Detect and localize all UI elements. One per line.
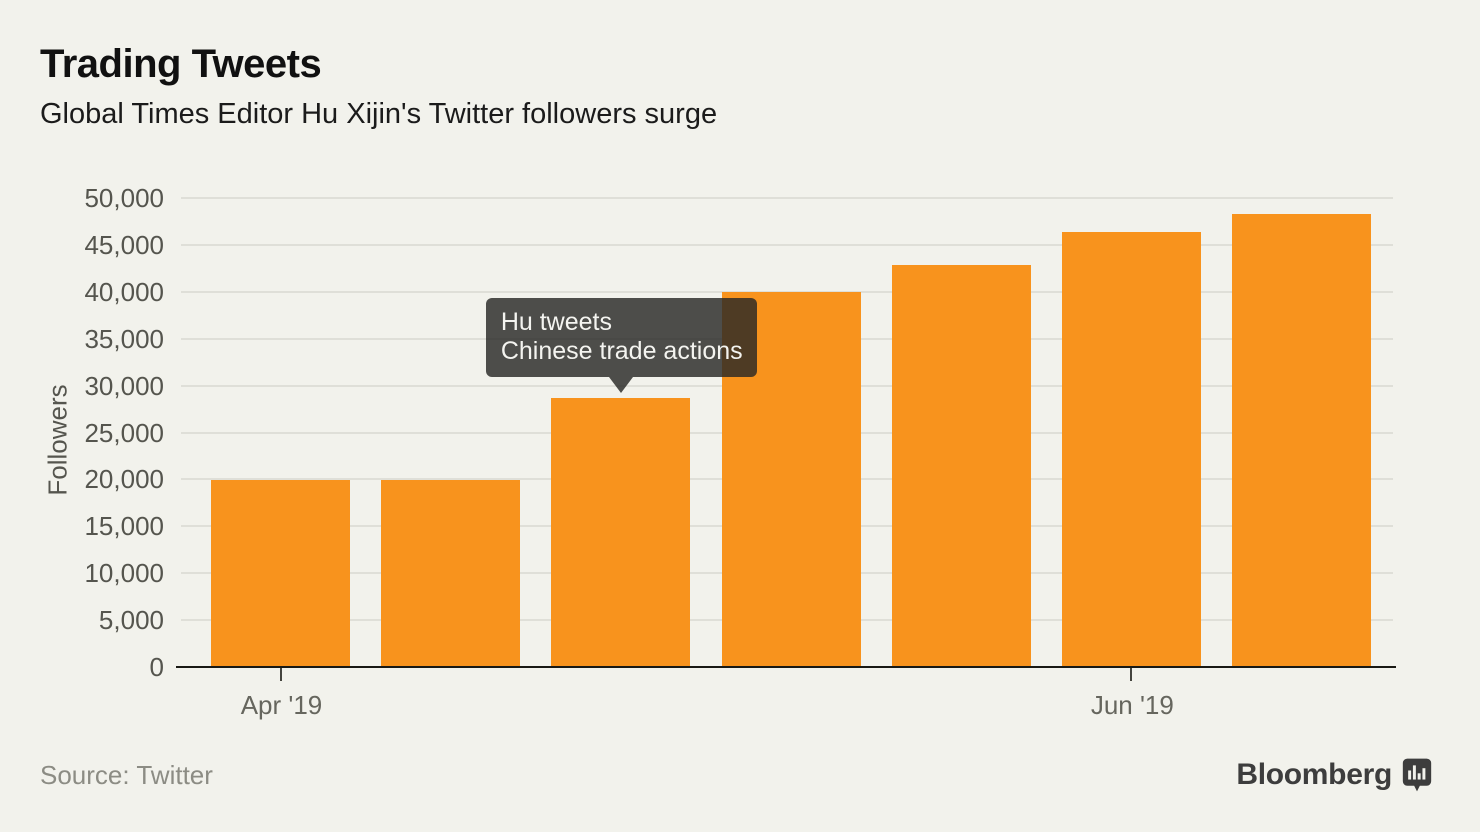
y-tick-label: 30,000	[84, 370, 164, 401]
bar	[381, 480, 520, 666]
x-tick	[279, 668, 282, 681]
x-tick-label: Apr '19	[240, 690, 323, 720]
annotation-line: Hu tweets	[500, 307, 612, 336]
x-axis-line	[176, 666, 1396, 668]
annotation-line: Chinese trade actions	[500, 336, 743, 365]
bloomberg-chart-bubble-icon	[1402, 758, 1432, 792]
gridline	[181, 197, 1393, 199]
brand-wordmark: Bloomberg	[1236, 758, 1392, 791]
page-title: Trading Tweets	[40, 42, 322, 86]
x-tick-label: Jun '19	[1090, 690, 1174, 720]
bar	[892, 264, 1031, 666]
y-tick-label: 10,000	[84, 558, 164, 589]
x-tick	[1130, 668, 1133, 681]
y-tick-label: 5,000	[98, 605, 164, 636]
source-note: Source: Twitter	[40, 760, 213, 790]
y-tick-label: 50,000	[84, 183, 164, 213]
annotation-tooltip-arrow	[608, 376, 633, 393]
brand-lockup: Bloomberg	[1236, 758, 1432, 792]
bar	[1232, 213, 1371, 666]
y-tick-label: 45,000	[84, 229, 164, 260]
bar	[551, 397, 690, 666]
y-tick-label: 40,000	[84, 276, 164, 307]
y-tick-label: 35,000	[84, 323, 164, 354]
y-tick-label: 20,000	[84, 464, 164, 495]
gridline	[181, 243, 1393, 246]
bar	[1062, 231, 1201, 666]
annotation-tooltip: Hu tweets Chinese trade actions	[485, 297, 757, 377]
y-tick-label: 15,000	[84, 511, 164, 542]
y-tick-label: 25,000	[84, 417, 164, 448]
y-tick-label: 0	[149, 652, 164, 682]
bar	[211, 480, 350, 666]
chart-subtitle: Global Times Editor Hu Xijin's Twitter f…	[40, 98, 718, 130]
